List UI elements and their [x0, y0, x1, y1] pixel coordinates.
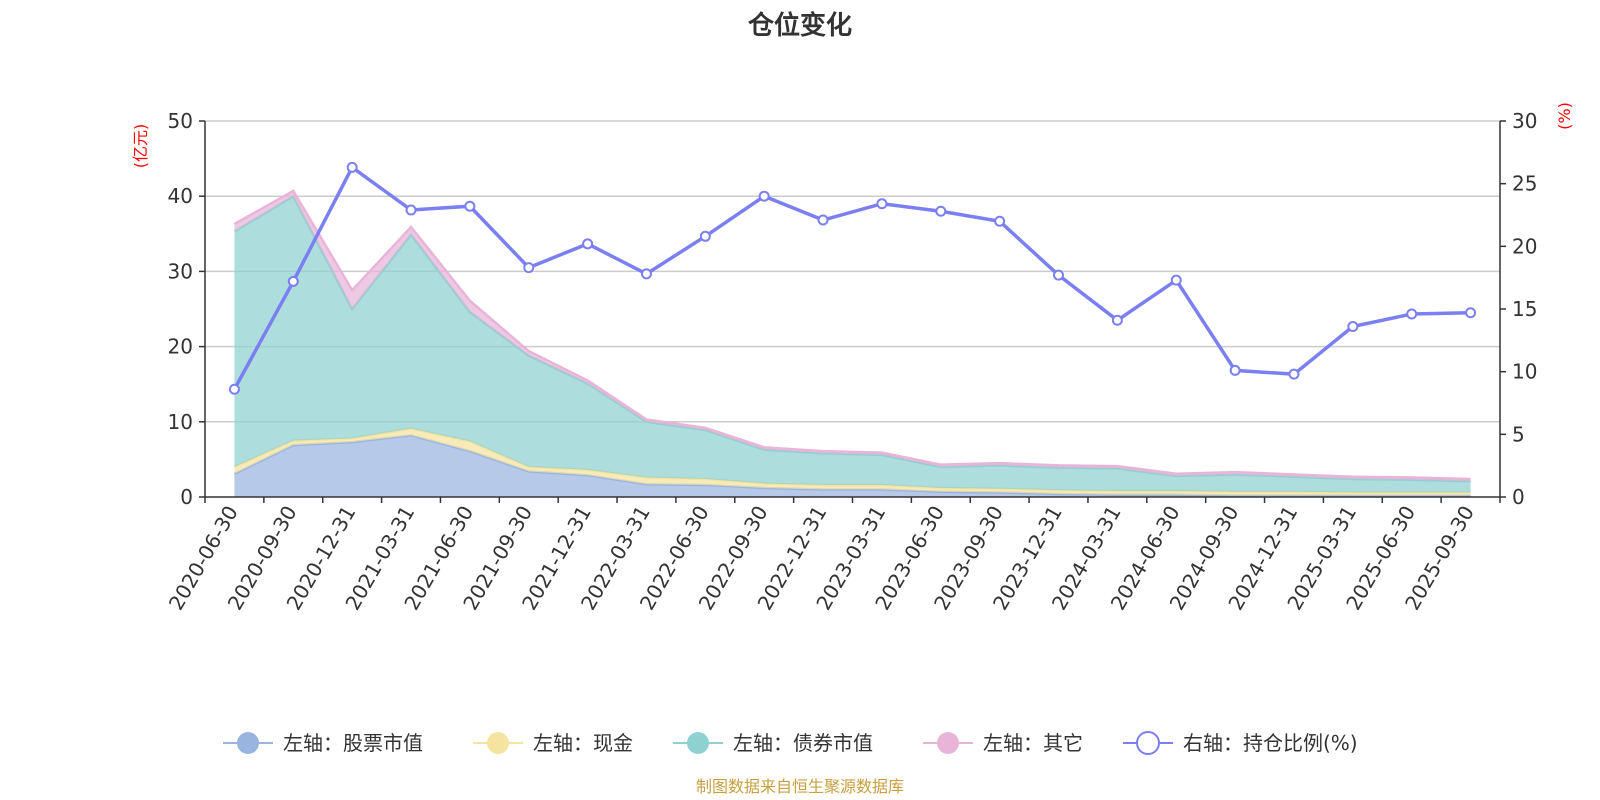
ratio-point	[582, 238, 594, 250]
source-note: 制图数据来自恒生聚源数据库	[696, 777, 904, 796]
area-series-2	[234, 196, 1471, 493]
ratio-point	[1406, 308, 1418, 320]
ratio-point	[1170, 274, 1182, 286]
ratio-point	[1229, 364, 1241, 376]
left-tick-label: 40	[168, 184, 193, 208]
area-series-0	[234, 435, 1471, 497]
left-tick-label: 20	[168, 335, 193, 359]
left-axis-unit: (亿元)	[131, 124, 150, 169]
legend: 左轴：股票市值 左轴：现金 左轴：债券市值 左轴：其它 右轴：持仓比例(%)	[223, 731, 1358, 755]
legend-circle-marker	[487, 732, 509, 754]
area-edge-series-3	[233, 189, 1471, 481]
ratio-point	[994, 215, 1006, 227]
legend-circle-marker	[937, 732, 959, 754]
ratio-point	[758, 190, 770, 202]
ratio-point	[640, 268, 652, 280]
legend-item: 左轴：现金	[473, 731, 633, 755]
right-tick-label: 0	[1512, 485, 1525, 509]
left-tick-label: 0	[180, 485, 193, 509]
legend-item: 左轴：其它	[923, 731, 1083, 755]
ratio-point	[287, 275, 299, 287]
ratio-point	[935, 205, 947, 217]
ratio-point	[228, 383, 240, 395]
right-tick-label: 15	[1512, 297, 1537, 321]
ratio-point	[699, 230, 711, 242]
legend-item: 左轴：股票市值	[223, 731, 423, 755]
legend-label: 左轴：股票市值	[283, 731, 423, 755]
ratio-point	[817, 214, 829, 226]
legend-label: 左轴：债券市值	[733, 731, 873, 755]
legend-circle-marker	[1136, 731, 1160, 755]
ratio-point	[405, 204, 417, 216]
legend-label: 左轴：其它	[983, 731, 1083, 755]
holding-ratio-line	[228, 161, 1477, 395]
right-tick-label: 25	[1512, 172, 1537, 196]
legend-label: 左轴：现金	[533, 731, 633, 755]
left-tick-label: 30	[168, 259, 193, 283]
right-tick-label: 20	[1512, 234, 1537, 258]
right-tick-label: 5	[1512, 422, 1525, 446]
legend-circle-marker	[237, 732, 259, 754]
ratio-point	[464, 200, 476, 212]
ratio-point	[876, 198, 888, 210]
right-tick-label: 10	[1512, 360, 1537, 384]
left-tick-label: 10	[168, 410, 193, 434]
stacked-areas	[233, 189, 1471, 497]
legend-circle-marker	[687, 732, 709, 754]
ratio-line-path	[232, 164, 1471, 391]
right-axis-unit: (%)	[1555, 102, 1574, 130]
ratio-point	[523, 262, 535, 274]
right-tick-label: 30	[1512, 109, 1537, 133]
ratio-point	[1465, 307, 1477, 319]
legend-item: 右轴：持仓比例(%)	[1123, 731, 1358, 755]
ratio-point	[346, 161, 358, 173]
legend-item: 左轴：债券市值	[673, 731, 873, 755]
ratio-point	[1053, 269, 1065, 281]
ratio-point	[1111, 314, 1123, 326]
ratio-point	[1288, 368, 1300, 380]
legend-label: 右轴：持仓比例(%)	[1183, 731, 1358, 755]
left-tick-label: 50	[168, 109, 193, 133]
chart-title: 仓位变化	[747, 10, 852, 41]
ratio-point	[1347, 321, 1359, 333]
